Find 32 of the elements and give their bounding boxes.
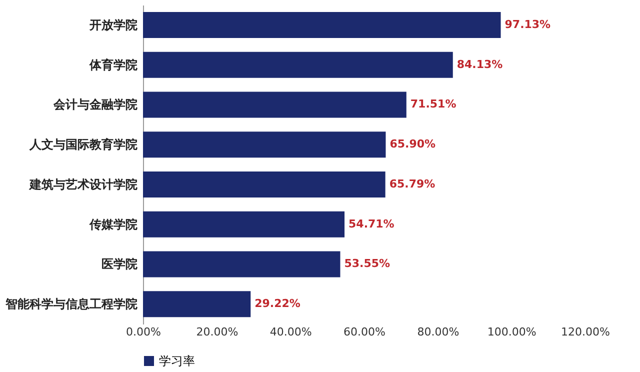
y-tick-label: 传媒学院 <box>88 217 138 232</box>
y-tick-label: 建筑与艺术设计学院 <box>28 177 138 192</box>
bar <box>143 132 386 158</box>
data-label: 65.79% <box>389 177 436 190</box>
bar <box>143 52 453 78</box>
y-tick-label: 体育学院 <box>88 58 138 72</box>
bar <box>143 291 251 318</box>
y-tick-label: 人文与国际教育学院 <box>28 138 138 152</box>
x-tick-label: 40.00% <box>270 326 312 338</box>
x-tick-label: 80.00% <box>417 326 460 338</box>
x-tick-label: 0.00% <box>126 326 161 338</box>
data-label: 84.13% <box>456 58 503 71</box>
data-label: 53.55% <box>344 257 390 270</box>
y-tick-label: 智能科学与信息工程学院 <box>4 297 138 312</box>
bar <box>143 92 406 118</box>
x-tick-label: 20.00% <box>196 326 238 338</box>
bar <box>143 171 386 198</box>
data-label: 65.90% <box>390 138 436 151</box>
y-tick-label: 开放学院 <box>88 18 138 32</box>
bar <box>143 12 501 38</box>
x-tick-label: 120.00% <box>561 326 610 338</box>
data-label: 97.13% <box>504 18 551 31</box>
bar <box>143 211 345 238</box>
data-label: 29.22% <box>254 297 300 310</box>
data-label: 71.51% <box>410 98 456 111</box>
legend-label: 学习率 <box>159 354 195 368</box>
bar <box>143 251 340 278</box>
y-tick-label: 医学院 <box>102 257 138 272</box>
x-tick-label: 60.00% <box>344 326 386 338</box>
data-label: 54.71% <box>348 217 394 230</box>
x-tick-label: 100.00% <box>487 326 536 338</box>
y-tick-label: 会计与金融学院 <box>52 98 138 112</box>
